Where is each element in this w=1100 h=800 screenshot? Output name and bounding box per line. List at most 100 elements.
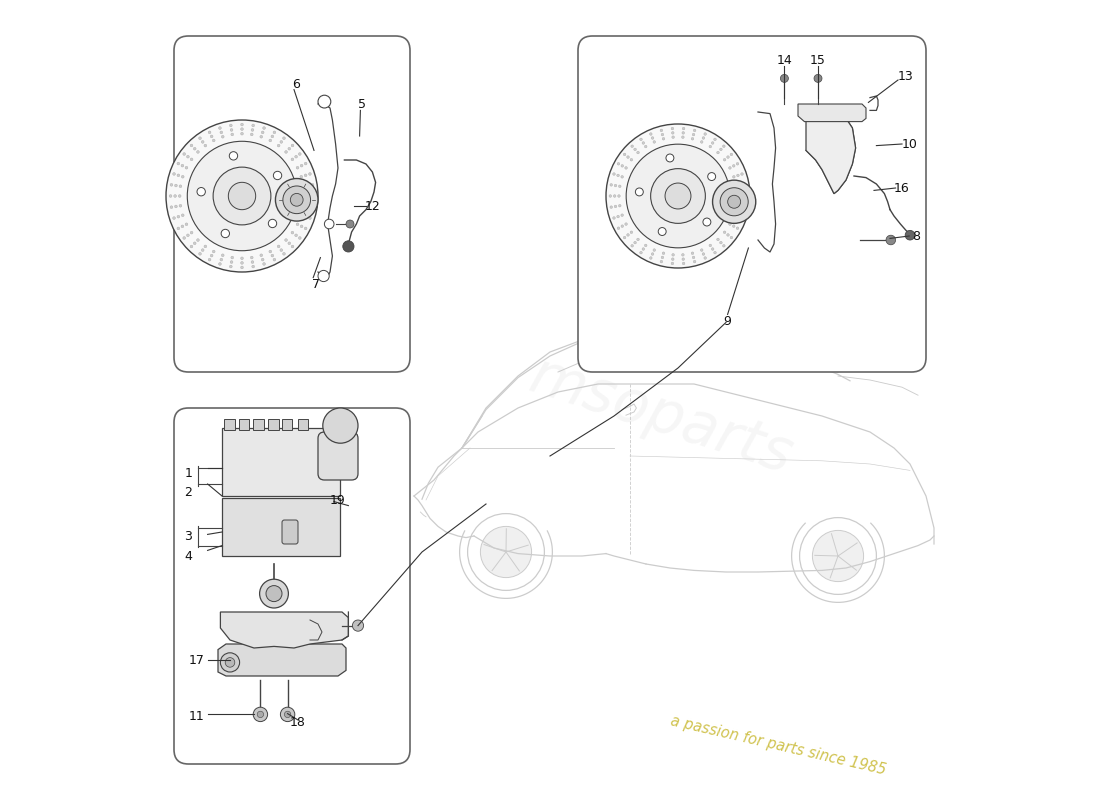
- Circle shape: [744, 206, 746, 209]
- Circle shape: [618, 194, 620, 198]
- Circle shape: [210, 254, 213, 257]
- Circle shape: [241, 257, 243, 260]
- Circle shape: [813, 530, 864, 582]
- Circle shape: [230, 261, 233, 263]
- Circle shape: [682, 131, 684, 134]
- Text: 9: 9: [724, 315, 732, 328]
- Circle shape: [305, 227, 307, 230]
- Circle shape: [199, 137, 201, 139]
- Circle shape: [614, 205, 617, 208]
- Circle shape: [740, 173, 744, 175]
- Circle shape: [302, 185, 305, 188]
- Circle shape: [618, 205, 621, 207]
- Circle shape: [241, 123, 243, 126]
- Circle shape: [283, 253, 285, 255]
- Circle shape: [322, 408, 358, 443]
- Text: 10: 10: [902, 138, 917, 150]
- Circle shape: [283, 137, 285, 139]
- Text: 4: 4: [185, 550, 192, 562]
- Text: msoparts: msoparts: [524, 346, 801, 486]
- Circle shape: [671, 127, 673, 130]
- Circle shape: [169, 194, 172, 198]
- FancyBboxPatch shape: [268, 419, 278, 430]
- Circle shape: [737, 215, 739, 218]
- Circle shape: [733, 165, 735, 167]
- Text: 3: 3: [185, 530, 192, 542]
- Circle shape: [682, 262, 685, 265]
- Circle shape: [649, 133, 652, 135]
- Circle shape: [268, 139, 272, 142]
- Circle shape: [800, 518, 877, 594]
- Text: 2: 2: [185, 486, 192, 498]
- Circle shape: [720, 188, 748, 216]
- FancyBboxPatch shape: [174, 408, 410, 764]
- Circle shape: [177, 162, 179, 165]
- Circle shape: [271, 254, 274, 257]
- Circle shape: [307, 205, 309, 208]
- Circle shape: [634, 148, 637, 150]
- Circle shape: [190, 245, 192, 248]
- Circle shape: [290, 194, 304, 206]
- Circle shape: [260, 579, 288, 608]
- Circle shape: [268, 219, 277, 228]
- Circle shape: [182, 164, 184, 167]
- Circle shape: [649, 257, 652, 259]
- Circle shape: [208, 131, 211, 134]
- Circle shape: [262, 258, 264, 261]
- Circle shape: [651, 137, 653, 139]
- Circle shape: [702, 253, 705, 255]
- Circle shape: [735, 185, 737, 187]
- Circle shape: [661, 256, 663, 258]
- Circle shape: [175, 205, 177, 208]
- Circle shape: [300, 214, 302, 217]
- Circle shape: [642, 142, 645, 144]
- Circle shape: [609, 194, 612, 198]
- Circle shape: [671, 131, 674, 134]
- Circle shape: [187, 142, 297, 250]
- Circle shape: [692, 256, 695, 258]
- Circle shape: [275, 178, 318, 221]
- Circle shape: [309, 217, 311, 219]
- Circle shape: [183, 237, 186, 239]
- Circle shape: [640, 251, 642, 254]
- FancyBboxPatch shape: [253, 419, 264, 430]
- Circle shape: [257, 711, 264, 718]
- Circle shape: [645, 244, 647, 246]
- Circle shape: [221, 230, 230, 238]
- Circle shape: [170, 183, 173, 186]
- FancyBboxPatch shape: [298, 419, 308, 430]
- Circle shape: [201, 141, 205, 143]
- Circle shape: [642, 248, 645, 250]
- Circle shape: [308, 194, 310, 198]
- Circle shape: [307, 184, 309, 187]
- Circle shape: [318, 95, 331, 108]
- Circle shape: [614, 194, 616, 198]
- Circle shape: [300, 175, 302, 178]
- Circle shape: [263, 262, 265, 266]
- Circle shape: [631, 245, 634, 247]
- Circle shape: [285, 711, 290, 718]
- Circle shape: [739, 205, 741, 208]
- Circle shape: [701, 141, 703, 143]
- Circle shape: [241, 266, 243, 269]
- Circle shape: [682, 127, 685, 130]
- Circle shape: [174, 194, 176, 198]
- FancyBboxPatch shape: [282, 520, 298, 544]
- Circle shape: [324, 219, 334, 229]
- Circle shape: [285, 150, 287, 154]
- Circle shape: [298, 153, 301, 155]
- Circle shape: [621, 225, 624, 227]
- Circle shape: [727, 234, 729, 236]
- Circle shape: [277, 144, 280, 147]
- Circle shape: [637, 151, 639, 154]
- Circle shape: [710, 244, 712, 246]
- Circle shape: [220, 258, 222, 261]
- Circle shape: [618, 185, 621, 187]
- Circle shape: [271, 135, 274, 138]
- Circle shape: [346, 220, 354, 228]
- Circle shape: [744, 183, 746, 186]
- Polygon shape: [220, 612, 349, 648]
- Circle shape: [312, 194, 315, 198]
- Circle shape: [187, 234, 189, 237]
- FancyBboxPatch shape: [239, 419, 250, 430]
